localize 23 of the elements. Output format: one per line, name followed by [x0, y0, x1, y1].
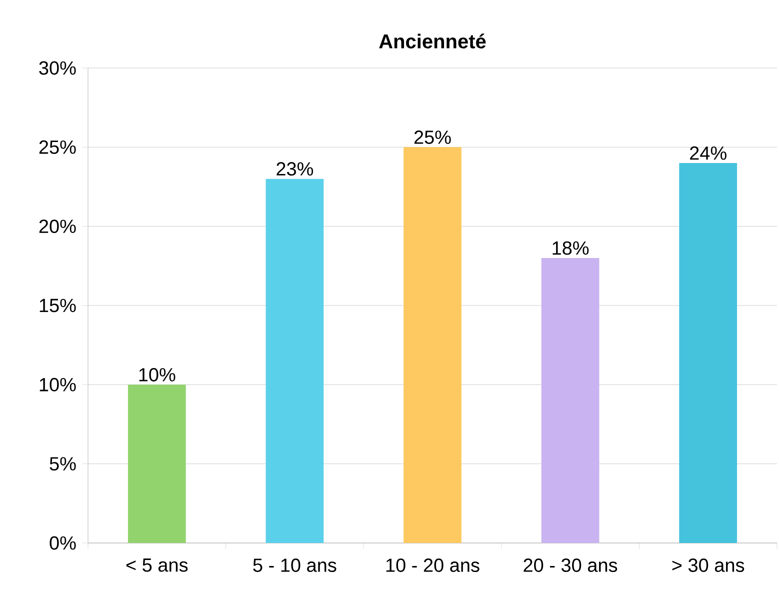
- y-tick-label: 10%: [40, 378, 76, 392]
- data-label: 10%: [139, 368, 176, 382]
- data-label: 24%: [690, 146, 726, 160]
- y-tick-label: 0%: [50, 536, 76, 550]
- bar: [541, 258, 600, 543]
- chart-title: Ancienneté: [379, 34, 486, 48]
- x-tick-label: > 30 ans: [672, 558, 744, 572]
- x-tick-label: 10 - 20 ans: [386, 558, 480, 572]
- data-label: 18%: [552, 241, 589, 255]
- x-tick-label: 5 - 10 ans: [253, 558, 336, 572]
- y-tick-label: 5%: [50, 457, 76, 471]
- y-tick-label: 15%: [40, 298, 76, 312]
- y-tick-label: 30%: [39, 61, 76, 75]
- data-label: 23%: [276, 162, 314, 176]
- bar: [128, 384, 186, 543]
- data-label: 25%: [414, 130, 451, 144]
- x-tick-label: 20 - 30 ans: [524, 558, 618, 572]
- bar: [266, 178, 324, 543]
- x-tick-label: < 5 ans: [126, 558, 188, 572]
- bar: [404, 147, 462, 543]
- y-tick-label: 25%: [39, 140, 76, 154]
- y-tick-label: 20%: [39, 220, 76, 234]
- bar: [679, 162, 738, 543]
